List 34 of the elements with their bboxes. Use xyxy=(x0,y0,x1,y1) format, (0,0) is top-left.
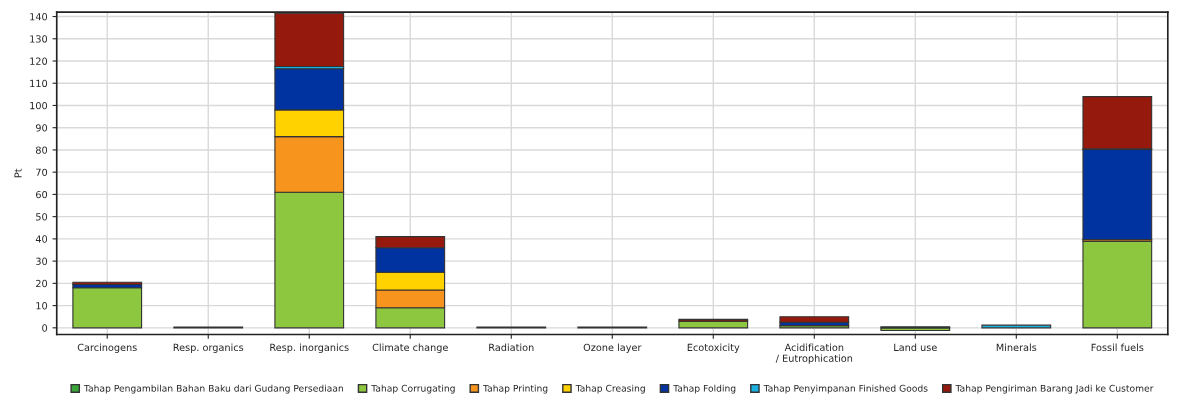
y-tick-label: 20 xyxy=(36,279,48,288)
y-tick-label: 130 xyxy=(30,35,48,43)
x-tick-label: Resp. inorganics xyxy=(270,343,349,353)
legend-label: Tahap Printing xyxy=(482,384,548,394)
legend-label: Tahap Corrugating xyxy=(371,384,455,394)
y-tick-label: 30 xyxy=(36,257,48,265)
y-tick-label: 110 xyxy=(30,79,48,88)
y-axis-title: Pt xyxy=(14,168,22,178)
x-tick-label: Radiation xyxy=(489,343,534,352)
y-tick-label: 90 xyxy=(35,124,48,132)
y-tick-label: 50 xyxy=(36,213,48,221)
legend-label: Tahap Penyimpanan Finished Goods xyxy=(763,384,928,394)
x-tick-label: Resp. organics xyxy=(173,343,244,353)
legend-label: Tahap Pengiriman Barang Jadi ke Customer xyxy=(955,384,1154,394)
y-tick-label: 10 xyxy=(36,302,48,310)
y-tick-label: 70 xyxy=(36,168,48,177)
y-tick-label: 40 xyxy=(35,235,48,243)
x-tick-label: Minerals xyxy=(996,343,1037,352)
legend-label: Tahap Pengambilan Bahan Baku dari Gudang Persediaan xyxy=(83,384,343,394)
legend-label: Tahap Creasing xyxy=(575,384,645,394)
y-tick-label: 60 xyxy=(36,190,48,199)
x-tick-label: Land use xyxy=(894,343,937,352)
x-tick-label: Ecotoxicity xyxy=(687,343,740,353)
x-tick-label: Acidification / Eutrophication xyxy=(775,343,853,364)
legend-label: Tahap Folding xyxy=(673,384,736,394)
y-tick-label: 80 xyxy=(36,146,48,154)
x-tick-label: Ozone layer xyxy=(583,343,642,353)
x-tick-label: Climate change xyxy=(372,343,448,353)
y-tick-label: 100 xyxy=(30,101,48,110)
y-tick-label: 120 xyxy=(30,57,48,65)
y-tick-label: 140 xyxy=(30,13,48,21)
y-tick-label: 0 xyxy=(42,324,48,332)
x-tick-label: Carcinogens xyxy=(77,343,137,353)
x-tick-label: Fossil fuels xyxy=(1091,343,1144,352)
